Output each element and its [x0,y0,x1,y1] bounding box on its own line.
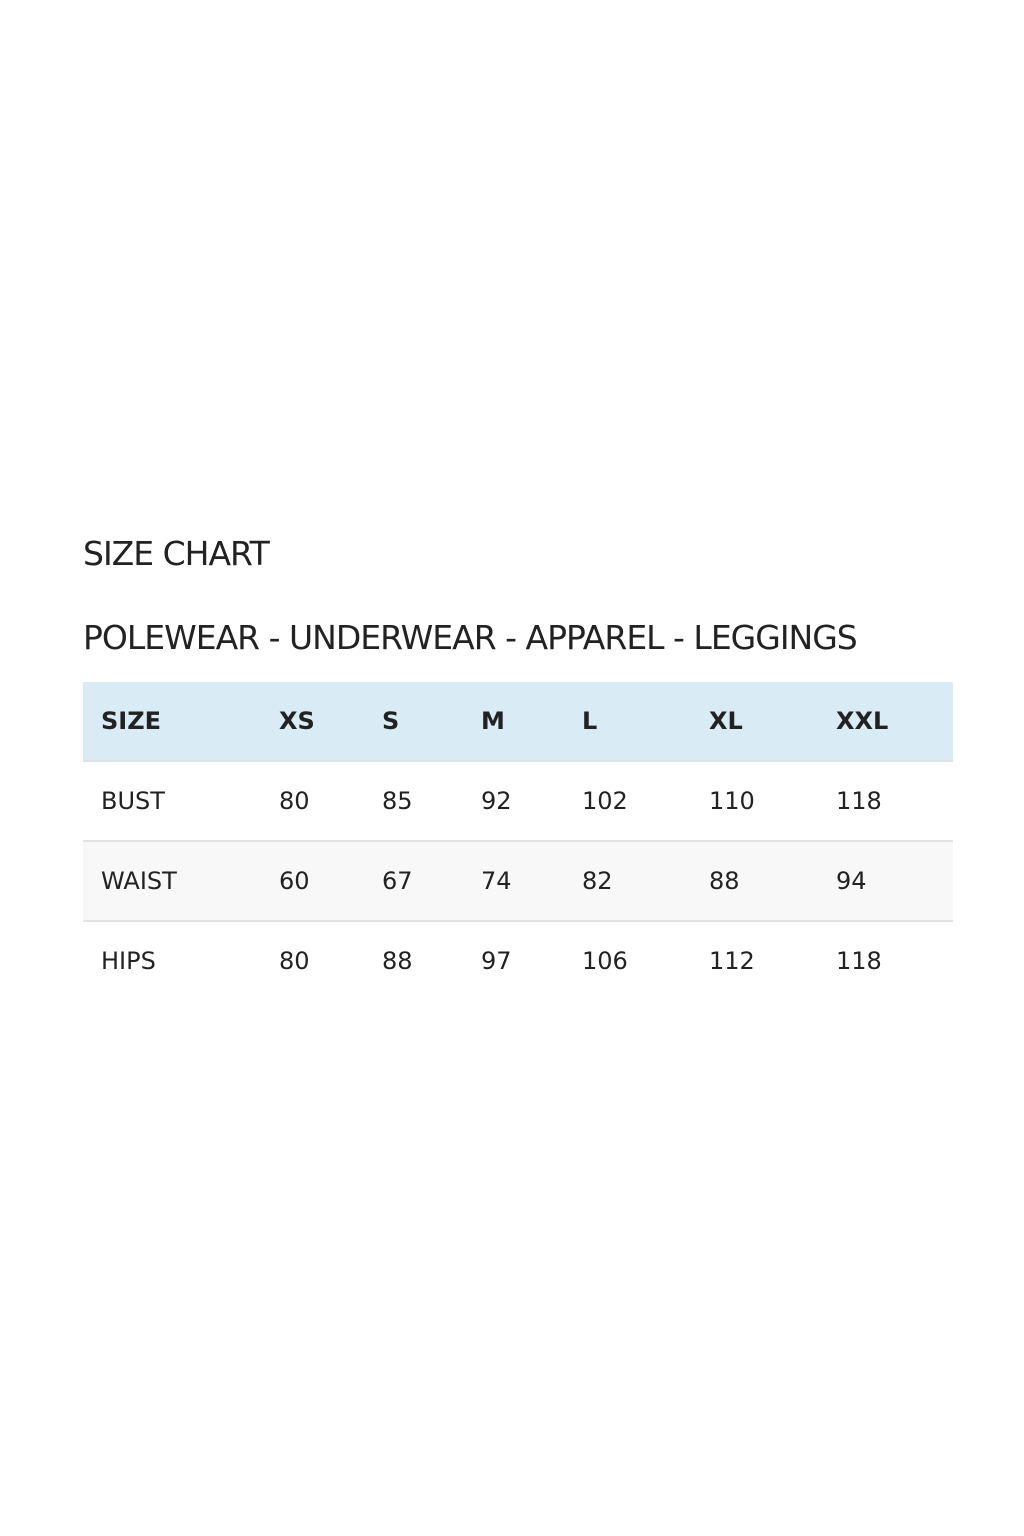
header-cell: SIZE [83,682,279,762]
table-cell: 80 [279,947,310,975]
table-cell: 118 [836,787,882,815]
table-cell: 118 [836,947,882,975]
table-cell: 80 [279,787,310,815]
header-cell: XXL [836,682,953,762]
table-cell: 88 [382,947,413,975]
header-cell: S [382,682,481,762]
row-label: HIPS [101,947,156,975]
header-cell: M [481,682,582,762]
table-row: BUST 80 85 92 102 110 118 [83,761,953,841]
table-cell: 102 [582,787,628,815]
header-cell: L [582,682,709,762]
table-cell: 92 [481,787,512,815]
header-cell: XL [709,682,836,762]
table-cell: 85 [382,787,413,815]
table-cell: 97 [481,947,512,975]
page-title: SIZE CHART [83,534,270,573]
table-cell: 94 [836,867,867,895]
table-cell: 67 [382,867,413,895]
page-subtitle: POLEWEAR - UNDERWEAR - APPAREL - LEGGING… [83,618,858,657]
table-cell: 110 [709,787,755,815]
table-cell: 88 [709,867,740,895]
table-cell: 60 [279,867,310,895]
table-cell: 82 [582,867,613,895]
header-cell: XS [279,682,382,762]
table-row: WAIST 60 67 74 82 88 94 [83,841,953,921]
table-cell: 112 [709,947,755,975]
size-chart-table: SIZE XS S M L XL XXL BUST 80 85 92 102 1… [83,682,953,1000]
table-cell: 106 [582,947,628,975]
table-row: HIPS 80 88 97 106 112 118 [83,921,953,1000]
row-label: BUST [101,787,165,815]
row-label: WAIST [101,867,177,895]
table-cell: 74 [481,867,512,895]
table-header-row: SIZE XS S M L XL XXL [83,682,953,762]
